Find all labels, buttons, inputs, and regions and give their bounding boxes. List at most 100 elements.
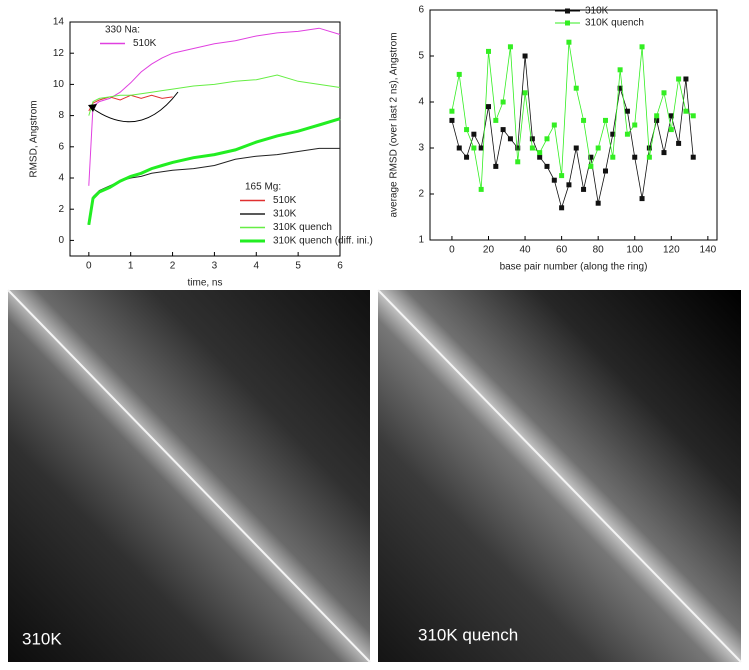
legend-group: 330 Na:	[105, 25, 140, 36]
x-axis-label: time, ns	[187, 278, 222, 289]
y-tick-label: 6	[418, 5, 424, 16]
heatmap-310k: 310K	[7, 289, 371, 663]
x-tick-label: 0	[86, 261, 92, 272]
x-tick-label: 120	[663, 245, 680, 256]
point	[617, 67, 623, 73]
y-tick-label: 2	[418, 189, 424, 200]
point	[551, 177, 557, 183]
x-tick-label: 20	[483, 245, 495, 256]
point	[639, 44, 645, 50]
x-tick-label: 60	[556, 245, 568, 256]
point	[471, 145, 477, 151]
point	[602, 117, 608, 123]
series-line	[451, 55, 694, 210]
point	[581, 117, 587, 123]
series-line	[88, 74, 341, 116]
legend-marker	[565, 8, 570, 14]
point	[573, 145, 579, 151]
point	[632, 122, 638, 128]
x-tick-label: 5	[295, 261, 301, 272]
point	[668, 113, 674, 119]
point	[522, 90, 528, 96]
legend-label: 510K	[273, 195, 297, 206]
series-line	[87, 117, 341, 226]
y-tick-label: 1	[418, 235, 424, 246]
point	[537, 150, 543, 156]
y-tick-label: 4	[418, 97, 424, 108]
point	[515, 159, 521, 165]
point	[529, 136, 535, 142]
point	[449, 108, 455, 114]
y-axis-label: RMSD, Angstrom	[29, 100, 40, 177]
x-tick-label: 4	[253, 261, 259, 272]
point	[602, 168, 608, 174]
y-tick-label: 3	[418, 143, 424, 154]
point	[551, 122, 557, 128]
heatmap-label: 310K	[22, 629, 62, 648]
x-tick-label: 6	[337, 261, 343, 272]
legend-label: 310K quench	[273, 222, 332, 233]
point	[676, 140, 682, 146]
heatmap-label: 310K quench	[418, 625, 518, 644]
legend-label: 310K	[273, 209, 297, 220]
point	[493, 163, 499, 169]
point	[500, 127, 506, 133]
y-tick-label: 4	[58, 173, 64, 184]
point	[485, 48, 491, 54]
series-line	[88, 94, 173, 112]
point	[566, 39, 572, 45]
point	[646, 154, 652, 160]
point	[632, 154, 638, 160]
point	[588, 163, 594, 169]
point	[595, 145, 601, 151]
x-tick-label: 3	[212, 261, 218, 272]
point	[566, 182, 572, 188]
y-tick-label: 10	[53, 79, 65, 90]
point	[507, 136, 513, 142]
point	[617, 85, 623, 91]
point	[610, 154, 616, 160]
x-tick-label: 80	[593, 245, 605, 256]
x-tick-label: 1	[128, 261, 134, 272]
point	[661, 150, 667, 156]
x-axis-label: base pair number (along the ring)	[500, 262, 648, 273]
point	[478, 145, 484, 151]
y-tick-label: 5	[418, 51, 424, 62]
point	[456, 71, 462, 77]
point	[493, 117, 499, 123]
legend-label: 510K	[133, 38, 157, 49]
point	[449, 117, 455, 123]
point	[573, 85, 579, 91]
legend-label: 310K quench (diff. ini.)	[273, 236, 373, 247]
point	[683, 108, 689, 114]
point	[471, 131, 477, 137]
y-tick-label: 2	[58, 204, 64, 215]
point	[478, 186, 484, 192]
point	[485, 104, 491, 110]
point	[661, 90, 667, 96]
series-line	[88, 147, 340, 225]
y-tick-label: 0	[58, 235, 64, 246]
point	[507, 44, 513, 50]
y-tick-label: 14	[53, 17, 65, 28]
legend-label: 310K quench	[585, 18, 644, 29]
plot-frame	[69, 21, 341, 257]
point	[690, 154, 696, 160]
legend-marker	[565, 20, 570, 26]
point	[676, 76, 682, 82]
legend-group: 165 Mg:	[245, 182, 281, 193]
point	[646, 145, 652, 151]
point	[654, 113, 660, 119]
point	[529, 145, 535, 151]
chart: 0 20 40 60 80 100 120 140 1 2 3 4 5 6 base pair number…	[389, 5, 718, 273]
point	[522, 53, 528, 59]
x-tick-label: 0	[449, 245, 455, 256]
x-tick-label: 140	[700, 245, 717, 256]
y-tick-label: 6	[58, 141, 64, 152]
y-axis-label: average RMSD (over last 2 ns), Angstrom	[389, 32, 400, 217]
point	[559, 205, 565, 211]
y-tick-label: 12	[53, 48, 65, 59]
point	[544, 163, 550, 169]
